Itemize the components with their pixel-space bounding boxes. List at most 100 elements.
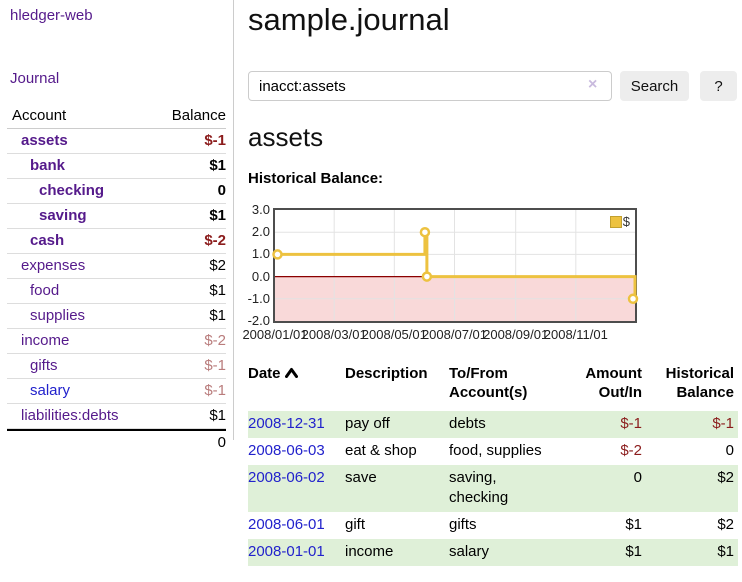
transaction-row: 2008-06-02 save saving, checking 0 $2 — [248, 465, 738, 512]
account-row: food $1 — [7, 279, 226, 304]
chart-title: Historical Balance: — [248, 170, 384, 187]
account-row: gifts $-1 — [7, 354, 226, 379]
transaction-row: 2008-12-31 pay off debts $-1 $-1 — [248, 411, 738, 438]
search-button[interactable]: Search — [620, 71, 689, 101]
search-input[interactable] — [248, 71, 612, 101]
transaction-date-link[interactable]: 2008-12-31 — [248, 415, 325, 432]
account-balance: $-1 — [204, 382, 226, 399]
chart-canvas — [272, 210, 639, 321]
chart-legend: $ — [609, 214, 630, 229]
account-row: bank $1 — [7, 154, 226, 179]
account-balance: $1 — [209, 282, 226, 299]
register-header-description: Description — [345, 365, 428, 382]
account-link-cash[interactable]: cash — [30, 232, 65, 249]
transaction-balance: 0 — [725, 442, 734, 459]
account-row: salary $-1 — [7, 379, 226, 404]
y-axis-tick-label: 2.0 — [251, 224, 270, 240]
account-balance: $-2 — [204, 332, 226, 349]
account-row: expenses $2 — [7, 254, 226, 279]
account-balance: $1 — [209, 157, 226, 174]
clear-search-icon[interactable]: × — [588, 76, 598, 93]
transaction-amount: 0 — [633, 469, 642, 486]
account-balance: $-1 — [204, 132, 226, 149]
account-row: cash $-2 — [7, 229, 226, 254]
transaction-amount: $1 — [625, 516, 642, 533]
account-balance: $-2 — [204, 232, 226, 249]
account-balance: 0 — [217, 182, 226, 199]
account-balance: $-1 — [204, 357, 226, 374]
account-row: saving $1 — [7, 204, 226, 229]
transaction-balance: $-1 — [712, 415, 734, 432]
transaction-accounts: saving, checking — [449, 469, 509, 506]
transaction-balance: $2 — [717, 469, 734, 486]
account-link-bank[interactable]: bank — [30, 157, 66, 174]
account-row: assets $-1 — [7, 129, 226, 154]
register-table: Date Description To/From Account(s) Amount Ou… — [248, 362, 738, 566]
account-row: supplies $1 — [7, 304, 226, 329]
account-balance: $2 — [209, 257, 226, 274]
account-balance: $1 — [209, 307, 226, 324]
account-link-supplies[interactable]: supplies — [30, 307, 86, 324]
x-axis-tick-label: 2008/07/01 — [421, 327, 488, 342]
app-title[interactable]: hledger-web — [10, 7, 93, 24]
account-link-food[interactable]: food — [30, 282, 60, 299]
transaction-date-link[interactable]: 2008-06-02 — [248, 469, 325, 486]
search-bar: × Search ? — [248, 71, 742, 101]
sidebar-divider — [233, 0, 234, 440]
transaction-description: income — [345, 543, 394, 560]
x-axis-tick-label: 2008/05/01 — [361, 327, 427, 342]
account-link-saving[interactable]: saving — [39, 207, 87, 224]
transaction-accounts: food, supplies — [449, 442, 542, 459]
account-link-gifts[interactable]: gifts — [30, 357, 58, 374]
legend-swatch-icon — [609, 215, 622, 228]
accounts-total-value: 0 — [217, 434, 226, 451]
transaction-description: gift — [345, 516, 366, 533]
help-button[interactable]: ? — [700, 71, 737, 101]
transaction-amount: $-2 — [620, 442, 642, 459]
register-header-to-from: To/From Account(s) — [449, 365, 528, 401]
nav-journal-link[interactable]: Journal — [10, 70, 60, 87]
accounts-total-row: 0 — [7, 429, 226, 454]
accounts-table-header: Account Balance — [7, 103, 226, 129]
account-column-header: Account — [12, 107, 67, 124]
register-header-historical: Historical Balance — [665, 365, 734, 401]
y-axis-tick-label: -1.0 — [247, 290, 270, 306]
account-row: liabilities:debts $1 — [7, 404, 226, 429]
account-row: income $-2 — [7, 329, 226, 354]
main-content: sample.journal × Search ? assets Histori… — [242, 0, 742, 582]
y-axis-tick-label: 3.0 — [251, 202, 270, 217]
transaction-balance: $1 — [717, 543, 734, 560]
register-header-amount: Amount Out/In — [585, 365, 642, 401]
transaction-description: eat & shop — [345, 442, 417, 459]
account-link-income[interactable]: income — [21, 332, 70, 349]
account-link-liabilities-debts[interactable]: liabilities:debts — [21, 407, 119, 424]
register-header-date[interactable]: Date — [248, 362, 345, 411]
x-axis-tick-label: 2008/03/01 — [301, 327, 367, 342]
historical-balance-chart: $ — [272, 208, 639, 323]
transaction-accounts: gifts — [449, 516, 477, 533]
account-link-checking[interactable]: checking — [39, 182, 105, 199]
y-axis-tick-label: -2.0 — [247, 313, 270, 328]
account-balance: $1 — [209, 407, 226, 424]
y-axis-tick-label: 1.0 — [251, 246, 270, 262]
account-row: checking 0 — [7, 179, 226, 204]
transaction-row: 2008-06-03 eat & shop food, supplies $-2 0 — [248, 438, 738, 465]
x-axis-tick-label: 2008/11/01 — [543, 327, 608, 342]
transaction-description: pay off — [345, 415, 390, 432]
y-axis-tick-label: 0.0 — [251, 268, 270, 284]
transaction-date-link[interactable]: 2008-06-01 — [248, 516, 325, 533]
account-link-expenses[interactable]: expenses — [21, 257, 86, 274]
account-link-salary[interactable]: salary — [30, 382, 71, 399]
transaction-balance: $2 — [717, 516, 734, 533]
transaction-accounts: salary — [449, 543, 490, 560]
transaction-amount: $1 — [625, 543, 642, 560]
accounts-balance-table: Account Balance assets $-1 bank $1 checking 0… — [7, 103, 226, 454]
transaction-amount: $-1 — [620, 415, 642, 432]
transaction-date-link[interactable]: 2008-06-03 — [248, 442, 325, 459]
transaction-date-link[interactable]: 2008-01-01 — [248, 543, 325, 560]
transaction-description: save — [345, 469, 377, 486]
x-axis-tick-label: 2008/09/01 — [483, 327, 549, 342]
transaction-row: 2008-06-01 gift gifts $1 $2 — [248, 512, 738, 539]
account-link-assets[interactable]: assets — [21, 132, 68, 149]
transaction-row: 2008-01-01 income salary $1 $1 — [248, 539, 738, 566]
